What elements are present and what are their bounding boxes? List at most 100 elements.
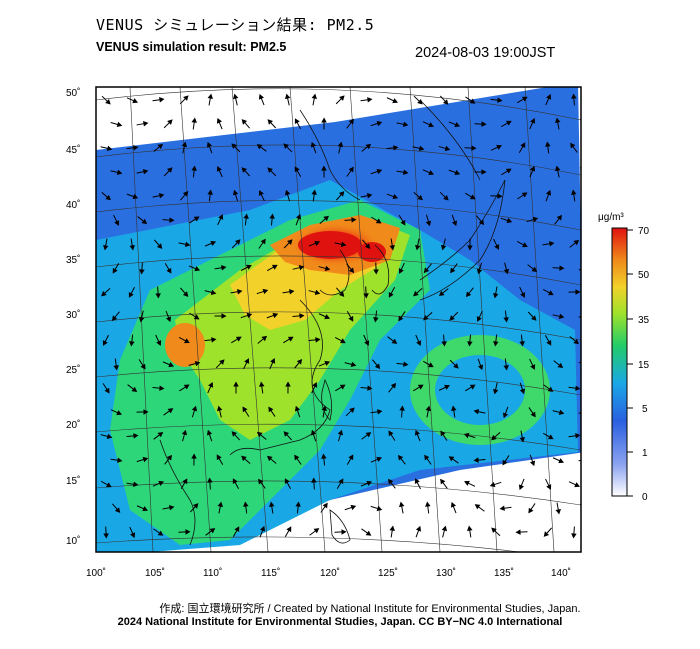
- wind-arrowhead: [231, 431, 238, 437]
- wind-arrowhead: [375, 218, 382, 224]
- wind-arrowhead: [295, 213, 302, 220]
- wind-arrowhead: [476, 316, 482, 322]
- wind-arrowhead: [473, 408, 480, 415]
- wind-arrowhead: [221, 265, 227, 271]
- wind-arrowhead: [104, 387, 110, 394]
- wind-arrowhead: [522, 242, 528, 248]
- wind-arrowhead: [389, 245, 395, 251]
- wind-arrowhead: [502, 459, 508, 466]
- wind-arrowhead: [477, 364, 484, 371]
- wind-arrowhead: [167, 119, 173, 125]
- map-frame: [95, 86, 582, 553]
- wind-arrowhead: [284, 189, 291, 196]
- wind-arrowhead: [474, 504, 481, 510]
- wind-arrowhead: [415, 525, 422, 532]
- wind-arrowhead: [428, 170, 435, 176]
- wind-arrowhead: [515, 529, 521, 535]
- wind-arrowhead: [260, 238, 266, 245]
- wind-arrowhead: [451, 220, 458, 227]
- wind-arrowhead: [376, 168, 383, 175]
- colorbar-label-35: 35: [638, 315, 650, 326]
- wind-arrowhead: [298, 264, 305, 271]
- wind-arrowhead: [367, 385, 373, 391]
- wind-arrowhead: [558, 313, 565, 320]
- wind-arrowhead: [399, 405, 405, 411]
- wind-arrowhead: [208, 382, 214, 388]
- wind-arrowhead: [520, 292, 526, 298]
- axis-labels: 50˚ 45˚ 40˚ 35˚ 30˚ 25˚ 20˚ 15˚ 10˚ 100˚…: [66, 87, 571, 579]
- wind-arrowhead: [159, 385, 165, 391]
- wind-arrowhead: [311, 93, 317, 100]
- wind-arrowhead: [428, 122, 434, 128]
- wind-arrowhead: [266, 455, 273, 462]
- lat-label-40: 40˚: [66, 199, 80, 211]
- wind-arrowhead: [337, 141, 344, 148]
- wind-arrowhead: [299, 313, 305, 319]
- wind-arrowhead: [216, 405, 223, 412]
- wind-arrowhead: [547, 434, 554, 440]
- concentration-field: [96, 87, 590, 552]
- lat-label-45: 45˚: [66, 144, 80, 156]
- wind-arrowhead: [235, 239, 241, 245]
- wind-arrowhead: [315, 337, 321, 343]
- wind-arrowhead: [444, 384, 450, 390]
- lat-label-10: 10˚: [66, 535, 80, 547]
- wind-arrowhead: [423, 314, 429, 321]
- wind-arrowhead: [312, 382, 318, 388]
- wind-arrowhead: [499, 505, 505, 511]
- wind-arrowhead: [585, 363, 589, 367]
- wind-arrowhead: [142, 121, 149, 127]
- wind-arrowhead: [543, 531, 550, 537]
- wind-arrowhead: [398, 501, 405, 508]
- lat-label-25: 25˚: [66, 364, 80, 376]
- wind-arrowhead: [364, 340, 370, 346]
- colorbar-label-50: 50: [638, 270, 650, 281]
- lon-label-125: 125˚: [378, 567, 398, 579]
- wind-arrowhead: [390, 382, 397, 389]
- wind-arrowhead: [112, 267, 118, 274]
- wind-arrowhead: [129, 341, 135, 347]
- wind-arrowhead: [218, 214, 224, 220]
- wind-arrowhead: [529, 165, 536, 172]
- wind-arrowhead: [234, 526, 240, 533]
- wind-arrowhead: [258, 93, 265, 100]
- wind-arrowhead: [469, 98, 476, 104]
- wind-arrowhead: [183, 95, 189, 101]
- wind-arrowhead: [241, 167, 247, 173]
- wind-arrowhead: [440, 478, 446, 485]
- wind-arrowhead: [373, 317, 379, 323]
- wind-arrowhead: [141, 218, 148, 225]
- wind-arrowhead: [310, 429, 317, 436]
- wind-arrowhead: [350, 361, 357, 368]
- wind-arrowhead: [191, 453, 197, 459]
- wind-arrowhead: [417, 99, 423, 105]
- wind-arrowhead: [116, 169, 123, 176]
- wind-arrowhead: [398, 268, 404, 274]
- wind-arrowhead: [341, 529, 347, 535]
- lon-label-100: 100˚: [86, 567, 106, 579]
- wind-arrowhead: [259, 381, 265, 387]
- wind-arrowhead: [423, 267, 430, 274]
- wind-arrowhead: [241, 119, 248, 125]
- wind-arrowhead: [106, 145, 113, 152]
- wind-arrowhead: [338, 478, 344, 485]
- wind-arrowhead: [191, 405, 198, 412]
- wind-arrowhead: [313, 528, 320, 534]
- wind-arrowhead: [481, 169, 487, 175]
- wind-arrowhead: [285, 381, 291, 387]
- wind-arrowhead: [586, 458, 590, 462]
- wind-arrowhead: [206, 141, 213, 148]
- wind-arrowhead: [217, 501, 223, 508]
- wind-arrowhead: [206, 429, 213, 436]
- wind-arrowhead: [142, 168, 149, 175]
- wind-arrowhead: [450, 267, 456, 274]
- colorbar: [611, 227, 628, 497]
- wind-arrowhead: [555, 508, 561, 515]
- wind-arrowhead: [258, 190, 264, 196]
- wind-arrowhead: [442, 99, 449, 105]
- wind-arrowhead: [427, 362, 434, 368]
- wind-arrowhead: [284, 478, 290, 484]
- wind-arrowhead: [321, 117, 327, 123]
- wind-arrowhead: [545, 141, 551, 147]
- wind-arrowhead: [267, 167, 273, 173]
